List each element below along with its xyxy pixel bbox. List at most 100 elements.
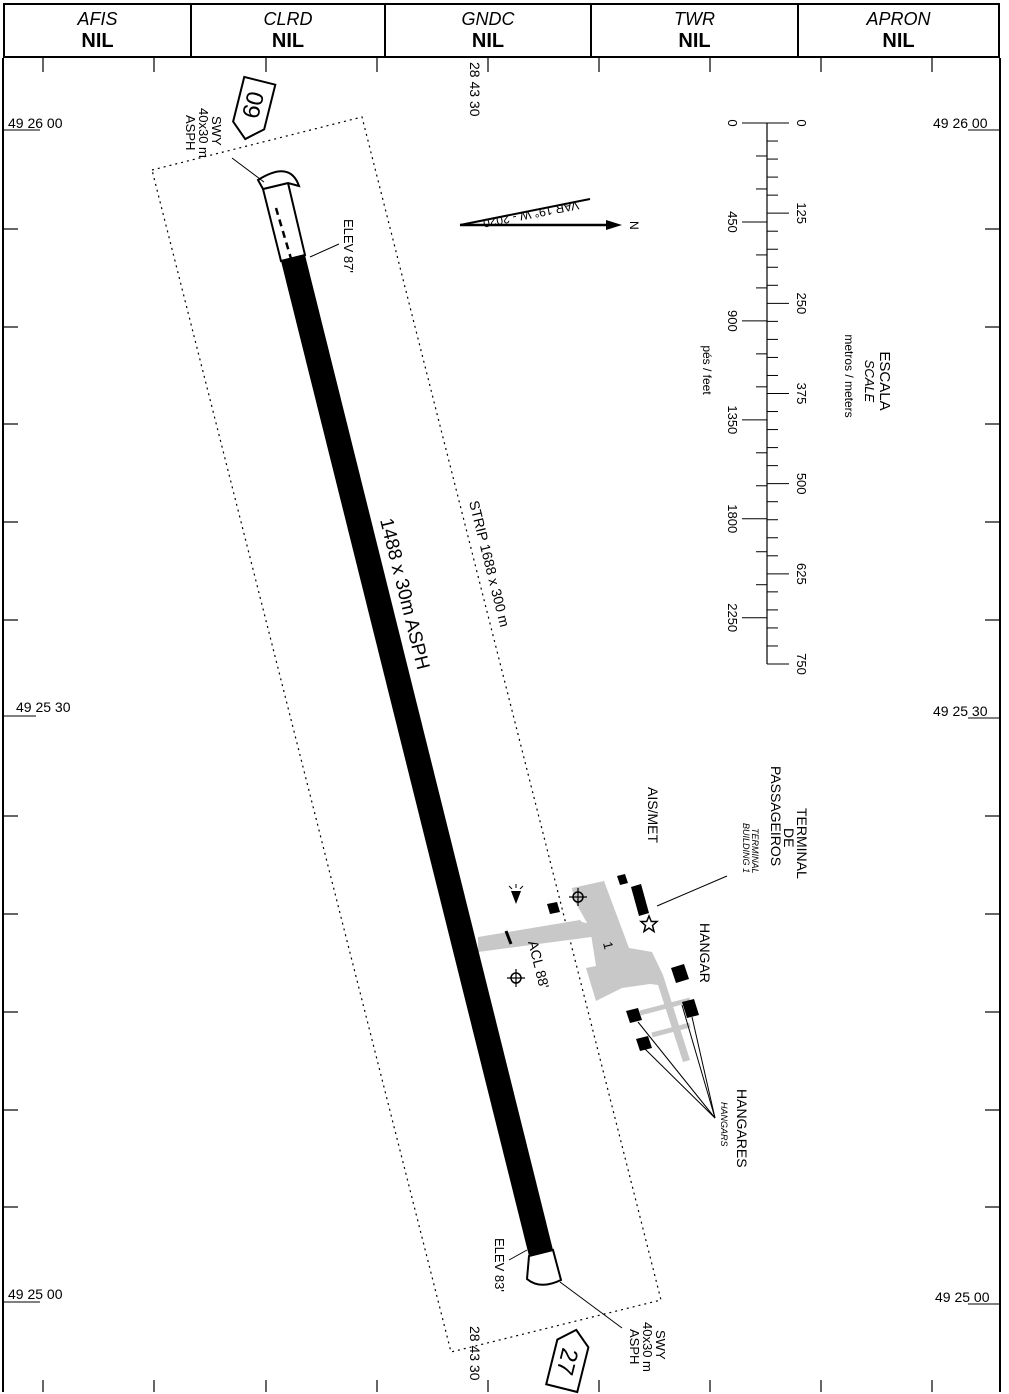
terminal-line2: DE xyxy=(781,828,797,847)
swy-09-label: SWY 40x30 m ASPH xyxy=(183,108,224,158)
header-value: NIL xyxy=(678,29,711,52)
scale-feet-label: 1800 xyxy=(725,504,740,533)
swy-27-label: SWY 40x30 m ASPH xyxy=(627,1322,668,1372)
scale-meter-label: 0 xyxy=(794,119,809,126)
terminal-en-line1: TERMINAL xyxy=(750,828,760,874)
terminal-line1: TERMINAL xyxy=(794,808,810,879)
terminal-label-en: TERMINAL BUILDING 1 xyxy=(741,823,760,874)
scale-title-en: SCALE xyxy=(862,360,877,403)
building xyxy=(547,902,560,914)
hangar-building xyxy=(682,999,699,1018)
header-key: AFIS xyxy=(77,8,118,29)
scale-meter-label: 250 xyxy=(794,292,809,314)
header-key: APRON xyxy=(866,8,931,29)
scale-meter-label: 625 xyxy=(794,563,809,585)
hangares-label: HANGARES xyxy=(734,1089,750,1168)
header-value: NIL xyxy=(471,29,505,52)
scale-title: ESCALA xyxy=(876,351,893,410)
header-value: NIL xyxy=(81,29,114,52)
hangar-building xyxy=(626,1008,642,1023)
lat-label-top-right: 49 26 00 xyxy=(933,115,988,131)
runway-09-marker: 09 xyxy=(232,75,277,141)
hangar-taxilane xyxy=(639,997,691,1016)
header-cell-twr: TWR NIL xyxy=(592,5,799,56)
lat-label-mid-right: 49 25 30 xyxy=(933,703,988,719)
scale-ticks xyxy=(742,122,789,665)
swy-09-line1: SWY xyxy=(209,116,224,146)
ais-met-building xyxy=(631,884,649,916)
terminal-line3: PASSAGEIROS xyxy=(768,766,784,866)
scale-units-feet: pés / feet xyxy=(700,345,714,395)
hangar-building xyxy=(636,1036,652,1051)
lat-label-mid-left: 49 25 30 xyxy=(16,699,71,715)
hangar-taxilane xyxy=(651,1022,691,1038)
hangar-label: HANGAR xyxy=(697,923,713,983)
header-key: GNDC xyxy=(461,8,515,29)
scale-feet-label: 1350 xyxy=(725,405,740,434)
apron-reference-icon xyxy=(569,888,587,906)
swy-09-leader xyxy=(231,157,265,183)
header-value: NIL xyxy=(882,29,915,52)
header-cell-apron: APRON NIL xyxy=(799,5,998,56)
wind-direction-indicator-icon xyxy=(508,884,524,904)
acl-location-icon xyxy=(507,969,525,987)
graticule-ticks xyxy=(3,58,1000,1392)
scale-units-meters: metros / meters xyxy=(842,334,856,417)
runway-27-marker: 27 xyxy=(545,1328,590,1394)
header-key: CLRD xyxy=(263,8,313,29)
terminal-leader xyxy=(656,875,728,907)
scale-feet-label: 2250 xyxy=(725,603,740,632)
frequency-header: AFIS NIL CLRD NIL GNDC NIL TWR NIL APRON… xyxy=(3,3,1000,58)
scale-feet-label: 450 xyxy=(725,211,740,233)
hangares-leaders xyxy=(637,1004,716,1119)
terminal-label: TERMINAL DE PASSAGEIROS xyxy=(768,766,810,879)
elev-09-label: ELEV 87' xyxy=(341,219,356,273)
header-cell-clrd: CLRD NIL xyxy=(192,5,386,56)
scale-feet-labels: 0 450 900 1350 1800 2250 xyxy=(725,119,740,632)
runway-09-label: 09 xyxy=(236,89,269,121)
elev-09-leader xyxy=(309,243,340,258)
magnetic-north-line xyxy=(459,198,591,226)
holding-position-mark xyxy=(504,930,513,945)
apron-1 xyxy=(572,881,690,1062)
scale-meter-labels: 0 125 250 375 500 625 750 xyxy=(794,119,809,674)
taxiway xyxy=(478,920,599,952)
scale-meter-label: 500 xyxy=(794,473,809,495)
swy-09-line3: ASPH xyxy=(183,115,198,150)
terminal-en-line2: BUILDING 1 xyxy=(741,823,751,873)
lon-label-top: 28 43 30 xyxy=(467,62,483,117)
lat-label-top-left: 49 26 00 xyxy=(8,115,63,131)
control-tower-icon xyxy=(639,914,659,934)
stopway-27 xyxy=(525,1248,563,1286)
header-value: NIL xyxy=(271,29,305,52)
stopway-09 xyxy=(261,181,307,263)
swy-27-line2: 40x30 m xyxy=(640,1322,655,1372)
scale-feet-label: 0 xyxy=(725,119,740,126)
elev-27-label: ELEV 83' xyxy=(492,1238,507,1292)
lat-label-bottom-left: 49 25 00 xyxy=(8,1286,63,1302)
scale-meter-label: 125 xyxy=(794,202,809,224)
runway-27-label: 27 xyxy=(550,1345,583,1377)
lon-label-bottom: 28 43 30 xyxy=(467,1326,483,1381)
scale-feet-label: 900 xyxy=(725,310,740,332)
header-key: TWR xyxy=(674,8,715,29)
apron-number: 1 xyxy=(600,940,616,951)
swy-27-line3: ASPH xyxy=(627,1329,642,1364)
ais-met-label: AIS/MET xyxy=(645,787,661,843)
header-cell-gndc: GNDC NIL xyxy=(386,5,592,56)
swy-27-leader xyxy=(559,1281,623,1329)
swy-09-line2: 40x30 m xyxy=(196,108,211,158)
acl-label: ACL 88' xyxy=(525,939,552,990)
runway-09-27 xyxy=(281,255,553,1256)
building xyxy=(617,874,628,885)
hangar-building xyxy=(671,964,689,983)
scale-meter-label: 375 xyxy=(794,383,809,405)
swy-27-line1: SWY xyxy=(653,1330,668,1360)
scale-meter-label: 750 xyxy=(794,653,809,675)
north-arrow-icon xyxy=(606,220,622,230)
header-cell-afis: AFIS NIL xyxy=(5,5,192,56)
north-label: N xyxy=(627,221,641,230)
hangares-label-en: HANGARS xyxy=(719,1102,729,1147)
stopway-arrow-09 xyxy=(274,207,294,263)
